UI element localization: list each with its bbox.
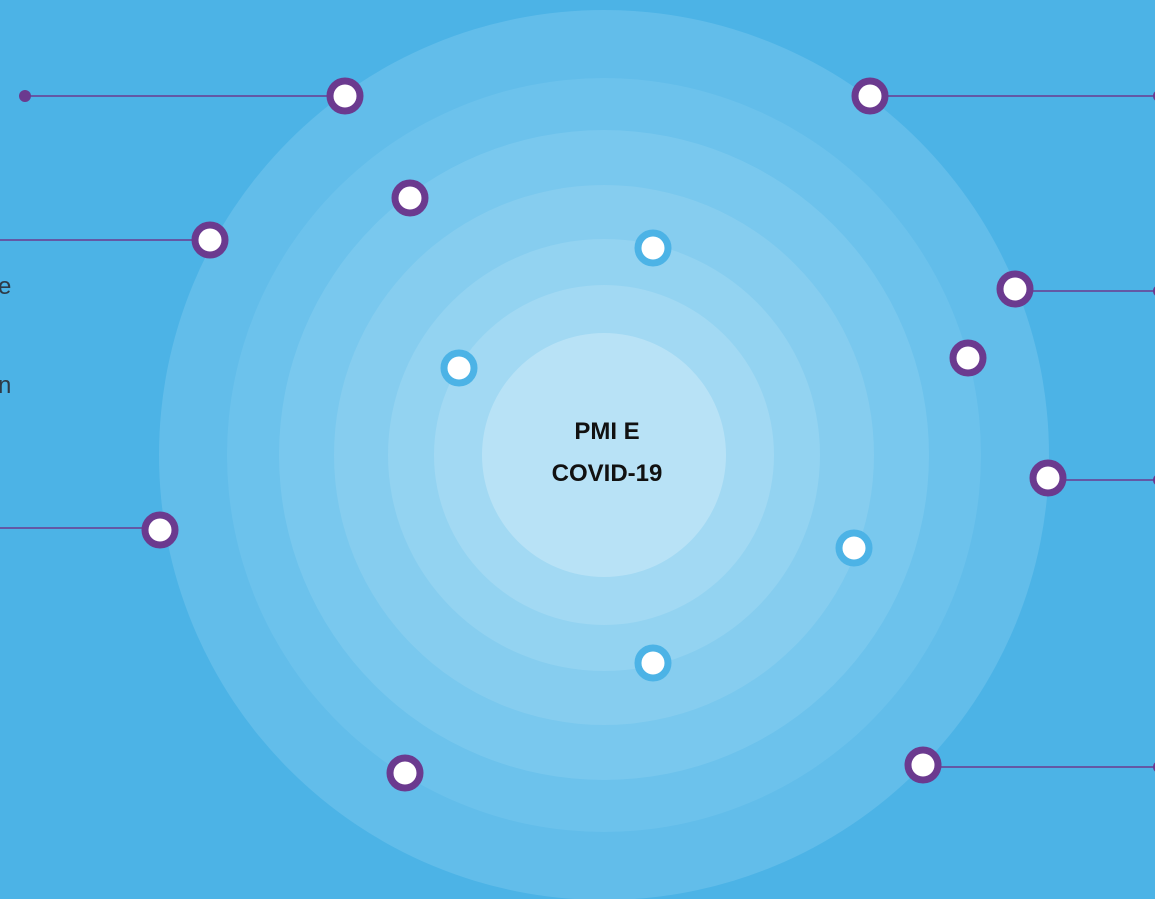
node xyxy=(391,179,429,217)
node xyxy=(326,77,364,115)
node xyxy=(835,529,873,567)
text-fragment: e xyxy=(0,273,11,300)
text-fragment: n xyxy=(0,372,11,399)
blue-nodes xyxy=(440,229,873,682)
node xyxy=(386,754,424,792)
connectors xyxy=(0,95,1155,768)
node xyxy=(996,270,1034,308)
node xyxy=(1029,459,1067,497)
purple-nodes xyxy=(141,77,1067,792)
center-label: PMI E xyxy=(574,418,639,445)
node xyxy=(904,746,942,784)
node xyxy=(851,77,889,115)
node xyxy=(634,644,672,682)
end-dot xyxy=(19,90,31,102)
node xyxy=(440,349,478,387)
node xyxy=(634,229,672,267)
node xyxy=(191,221,229,259)
rings xyxy=(159,10,1049,899)
node xyxy=(141,511,179,549)
node xyxy=(949,339,987,377)
ring xyxy=(482,333,726,577)
center-label: COVID-19 xyxy=(552,460,663,487)
